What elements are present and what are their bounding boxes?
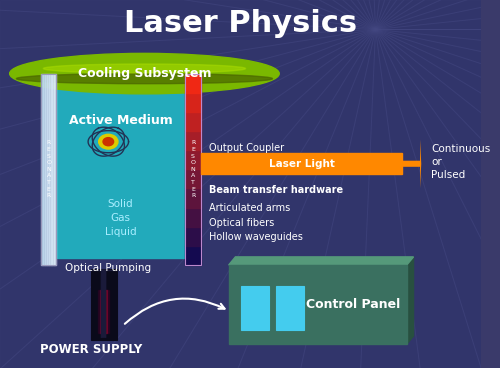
Bar (43, 74, 45, 265)
Bar (48, 74, 50, 265)
Bar (52, 74, 54, 265)
Circle shape (103, 138, 114, 146)
Text: Output Coupler: Output Coupler (210, 143, 284, 153)
Text: R
E
S
O
N
A
T
E
R: R E S O N A T E R (46, 140, 51, 198)
Bar (41, 74, 56, 265)
Polygon shape (57, 67, 193, 77)
Bar (54, 74, 56, 265)
Text: Optical Pumping: Optical Pumping (66, 263, 152, 273)
Bar (186, 74, 201, 265)
Text: POWER SUPPLY: POWER SUPPLY (40, 343, 142, 356)
Bar (90, 269, 117, 340)
Bar (201, 153, 402, 174)
Bar (41, 74, 43, 265)
Bar (186, 169, 201, 188)
Bar (57, 77, 184, 258)
Text: Articulated arms
Optical fibers
Hollow waveguides: Articulated arms Optical fibers Hollow w… (210, 203, 304, 242)
Ellipse shape (16, 74, 272, 84)
Bar (186, 188, 201, 208)
Ellipse shape (44, 64, 246, 73)
Bar (186, 112, 201, 131)
Bar (186, 131, 201, 150)
Bar (186, 74, 201, 93)
Bar (50, 74, 52, 265)
Text: Laser Light: Laser Light (268, 159, 334, 169)
Text: Beam transfer hardware: Beam transfer hardware (210, 185, 344, 195)
Bar (186, 208, 201, 227)
Text: Active Medium: Active Medium (68, 114, 172, 127)
Bar (276, 286, 304, 330)
Ellipse shape (10, 53, 279, 94)
Text: Control Panel: Control Panel (306, 298, 400, 311)
Text: Solid
Gas
Liquid: Solid Gas Liquid (105, 199, 136, 237)
Text: Continuous
or
Pulsed: Continuous or Pulsed (431, 144, 490, 180)
Polygon shape (184, 67, 193, 258)
Bar (186, 93, 201, 112)
Bar (100, 290, 107, 333)
Bar (98, 290, 109, 333)
Bar (46, 74, 48, 265)
Bar (240, 286, 268, 330)
Bar (186, 227, 201, 246)
Text: Laser Physics: Laser Physics (124, 10, 358, 38)
Bar (102, 290, 104, 333)
Bar (228, 265, 407, 344)
Bar (186, 246, 201, 265)
Bar (45, 74, 46, 265)
Circle shape (98, 134, 118, 149)
Text: R
E
S
O
N
A
T
E
R: R E S O N A T E R (190, 140, 196, 198)
Bar (186, 150, 201, 169)
Bar (102, 290, 105, 333)
Polygon shape (407, 257, 414, 344)
Polygon shape (228, 257, 414, 265)
Bar (103, 290, 104, 333)
Text: Cooling Subsystem: Cooling Subsystem (78, 67, 211, 80)
